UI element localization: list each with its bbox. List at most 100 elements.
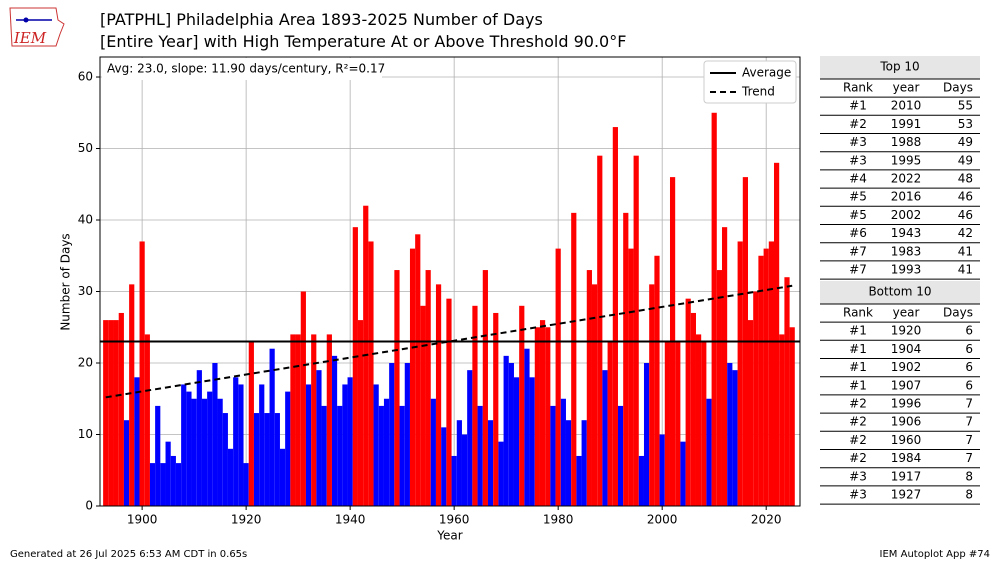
bar: [316, 370, 322, 506]
bar: [175, 463, 182, 506]
bar: [425, 270, 431, 506]
table-cell: 7: [965, 397, 973, 411]
table-cell: 7: [965, 433, 973, 447]
table-cell: 1902: [891, 360, 922, 374]
bar: [389, 363, 395, 506]
table-cell: 55: [958, 99, 973, 113]
bar: [768, 241, 774, 506]
bar: [508, 363, 514, 506]
table-cell: 7: [965, 451, 973, 465]
y-tick-label: 0: [85, 499, 93, 513]
bar: [305, 384, 312, 506]
logo-dot: [23, 17, 29, 23]
table-cell: 8: [965, 469, 973, 483]
annotation: Avg: 23.0, slope: 11.90 days/century, R²…: [107, 62, 385, 76]
bar: [383, 398, 390, 506]
table-cell: 46: [958, 190, 973, 204]
table-cell: 1907: [891, 378, 922, 392]
trend-line: [105, 284, 793, 399]
table-cell: 1995: [891, 153, 922, 167]
bar: [773, 162, 780, 506]
bar: [685, 298, 691, 506]
chart-subtitle: [Entire Year] with High Temperature At o…: [100, 32, 626, 51]
bar: [503, 355, 509, 506]
x-tick-label: 1900: [127, 513, 158, 527]
bar: [290, 334, 296, 506]
table-cell: #5: [849, 190, 867, 204]
bar: [493, 312, 499, 506]
table-cell: #2: [849, 451, 867, 465]
table-cell: 2016: [891, 190, 922, 204]
table-cell: #2: [849, 117, 867, 131]
chart-title: [PATPHL] Philadelphia Area 1893-2025 Num…: [100, 10, 543, 29]
table-cell: 1960: [891, 433, 922, 447]
bar: [409, 248, 416, 507]
bar: [519, 305, 525, 506]
y-tick-label: 60: [78, 70, 93, 84]
table-cell: 1993: [891, 263, 922, 277]
table-header-bg: [820, 281, 980, 304]
y-tick-label: 10: [78, 427, 93, 441]
bar: [357, 320, 364, 506]
y-tick-label: 50: [78, 141, 93, 155]
bar: [399, 405, 405, 506]
bar: [617, 405, 624, 506]
bar: [181, 384, 187, 506]
table-cell: #2: [849, 397, 867, 411]
bar: [435, 284, 442, 506]
table-cell: 1991: [891, 117, 922, 131]
table-cell: 6: [965, 342, 973, 356]
bar: [347, 377, 353, 506]
table-cell: #1: [849, 378, 867, 392]
y-axis-label: Number of Days: [59, 233, 73, 330]
table-cell: 49: [958, 153, 973, 167]
table-cell: #2: [849, 433, 867, 447]
bar: [612, 127, 618, 506]
table-cell: 1988: [891, 135, 922, 149]
bar: [430, 398, 436, 506]
bar: [451, 455, 457, 506]
bar: [238, 384, 244, 506]
bar: [207, 391, 213, 506]
x-tick-label: 2000: [647, 513, 678, 527]
bar: [565, 420, 572, 506]
table-cell: 1984: [891, 451, 922, 465]
bar: [233, 377, 239, 506]
bar: [789, 327, 795, 506]
bar: [108, 320, 114, 506]
bar: [123, 420, 130, 506]
x-tick-label: 2020: [751, 513, 782, 527]
bar: [633, 155, 639, 507]
bar: [394, 270, 400, 506]
bar: [675, 341, 681, 506]
bar: [555, 248, 561, 507]
bar: [576, 455, 582, 506]
bar: [654, 255, 660, 506]
table-cell: 7: [965, 415, 973, 429]
bar: [779, 334, 785, 506]
table-column-header: Rank: [843, 306, 873, 320]
bar: [461, 434, 468, 506]
table-cell: 2022: [891, 172, 922, 186]
plot-frame: [99, 56, 801, 507]
y-tick-label: 20: [78, 356, 93, 370]
bar: [326, 334, 332, 506]
table-column-header: year: [893, 306, 920, 320]
bar: [165, 441, 171, 506]
bar: [560, 398, 566, 506]
table-cell: 2002: [891, 208, 922, 222]
bar: [415, 234, 421, 506]
bar: [591, 284, 598, 506]
bar: [623, 212, 629, 507]
bar: [373, 384, 379, 506]
table-cell: #3: [849, 469, 867, 483]
bar: [695, 334, 702, 506]
bar: [337, 405, 343, 506]
bar: [149, 463, 156, 506]
table-cell: #6: [849, 226, 867, 240]
table-cell: 8: [965, 488, 973, 502]
bar: [259, 384, 265, 506]
y-tick-label: 40: [78, 213, 93, 227]
table-cell: 6: [965, 360, 973, 374]
